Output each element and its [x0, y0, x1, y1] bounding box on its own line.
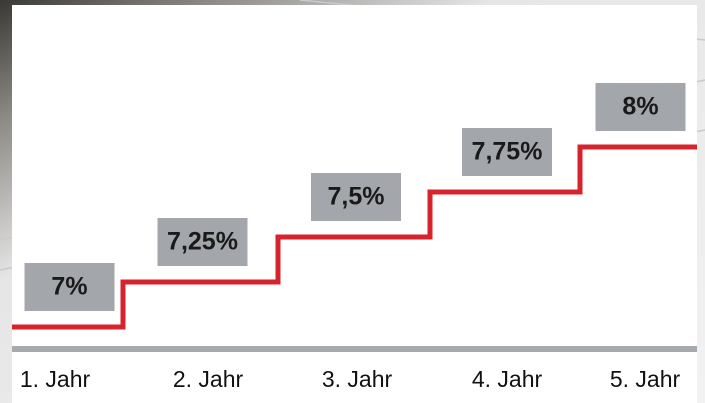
x-tick-label: 5. Jahr [610, 366, 681, 392]
value-label: 7,25% [167, 228, 238, 256]
x-tick-label: 1. Jahr [20, 366, 91, 392]
value-label: 8% [622, 93, 658, 121]
x-tick-label: 4. Jahr [472, 366, 543, 392]
page: {"chart_data": {"type": "step", "categor… [0, 0, 705, 403]
x-tick-label: 2. Jahr [173, 366, 244, 392]
value-label: 7% [51, 273, 87, 301]
value-label: 7,5% [328, 183, 385, 211]
axis-bar [12, 346, 697, 352]
chart: 7% 7,25% 7,5% 7,75% 8% 1. Jahr 2. Jahr 3. Jahr 4… [0, 0, 705, 403]
x-tick-label: 3. Jahr [322, 366, 393, 392]
value-label: 7,75% [472, 138, 543, 166]
